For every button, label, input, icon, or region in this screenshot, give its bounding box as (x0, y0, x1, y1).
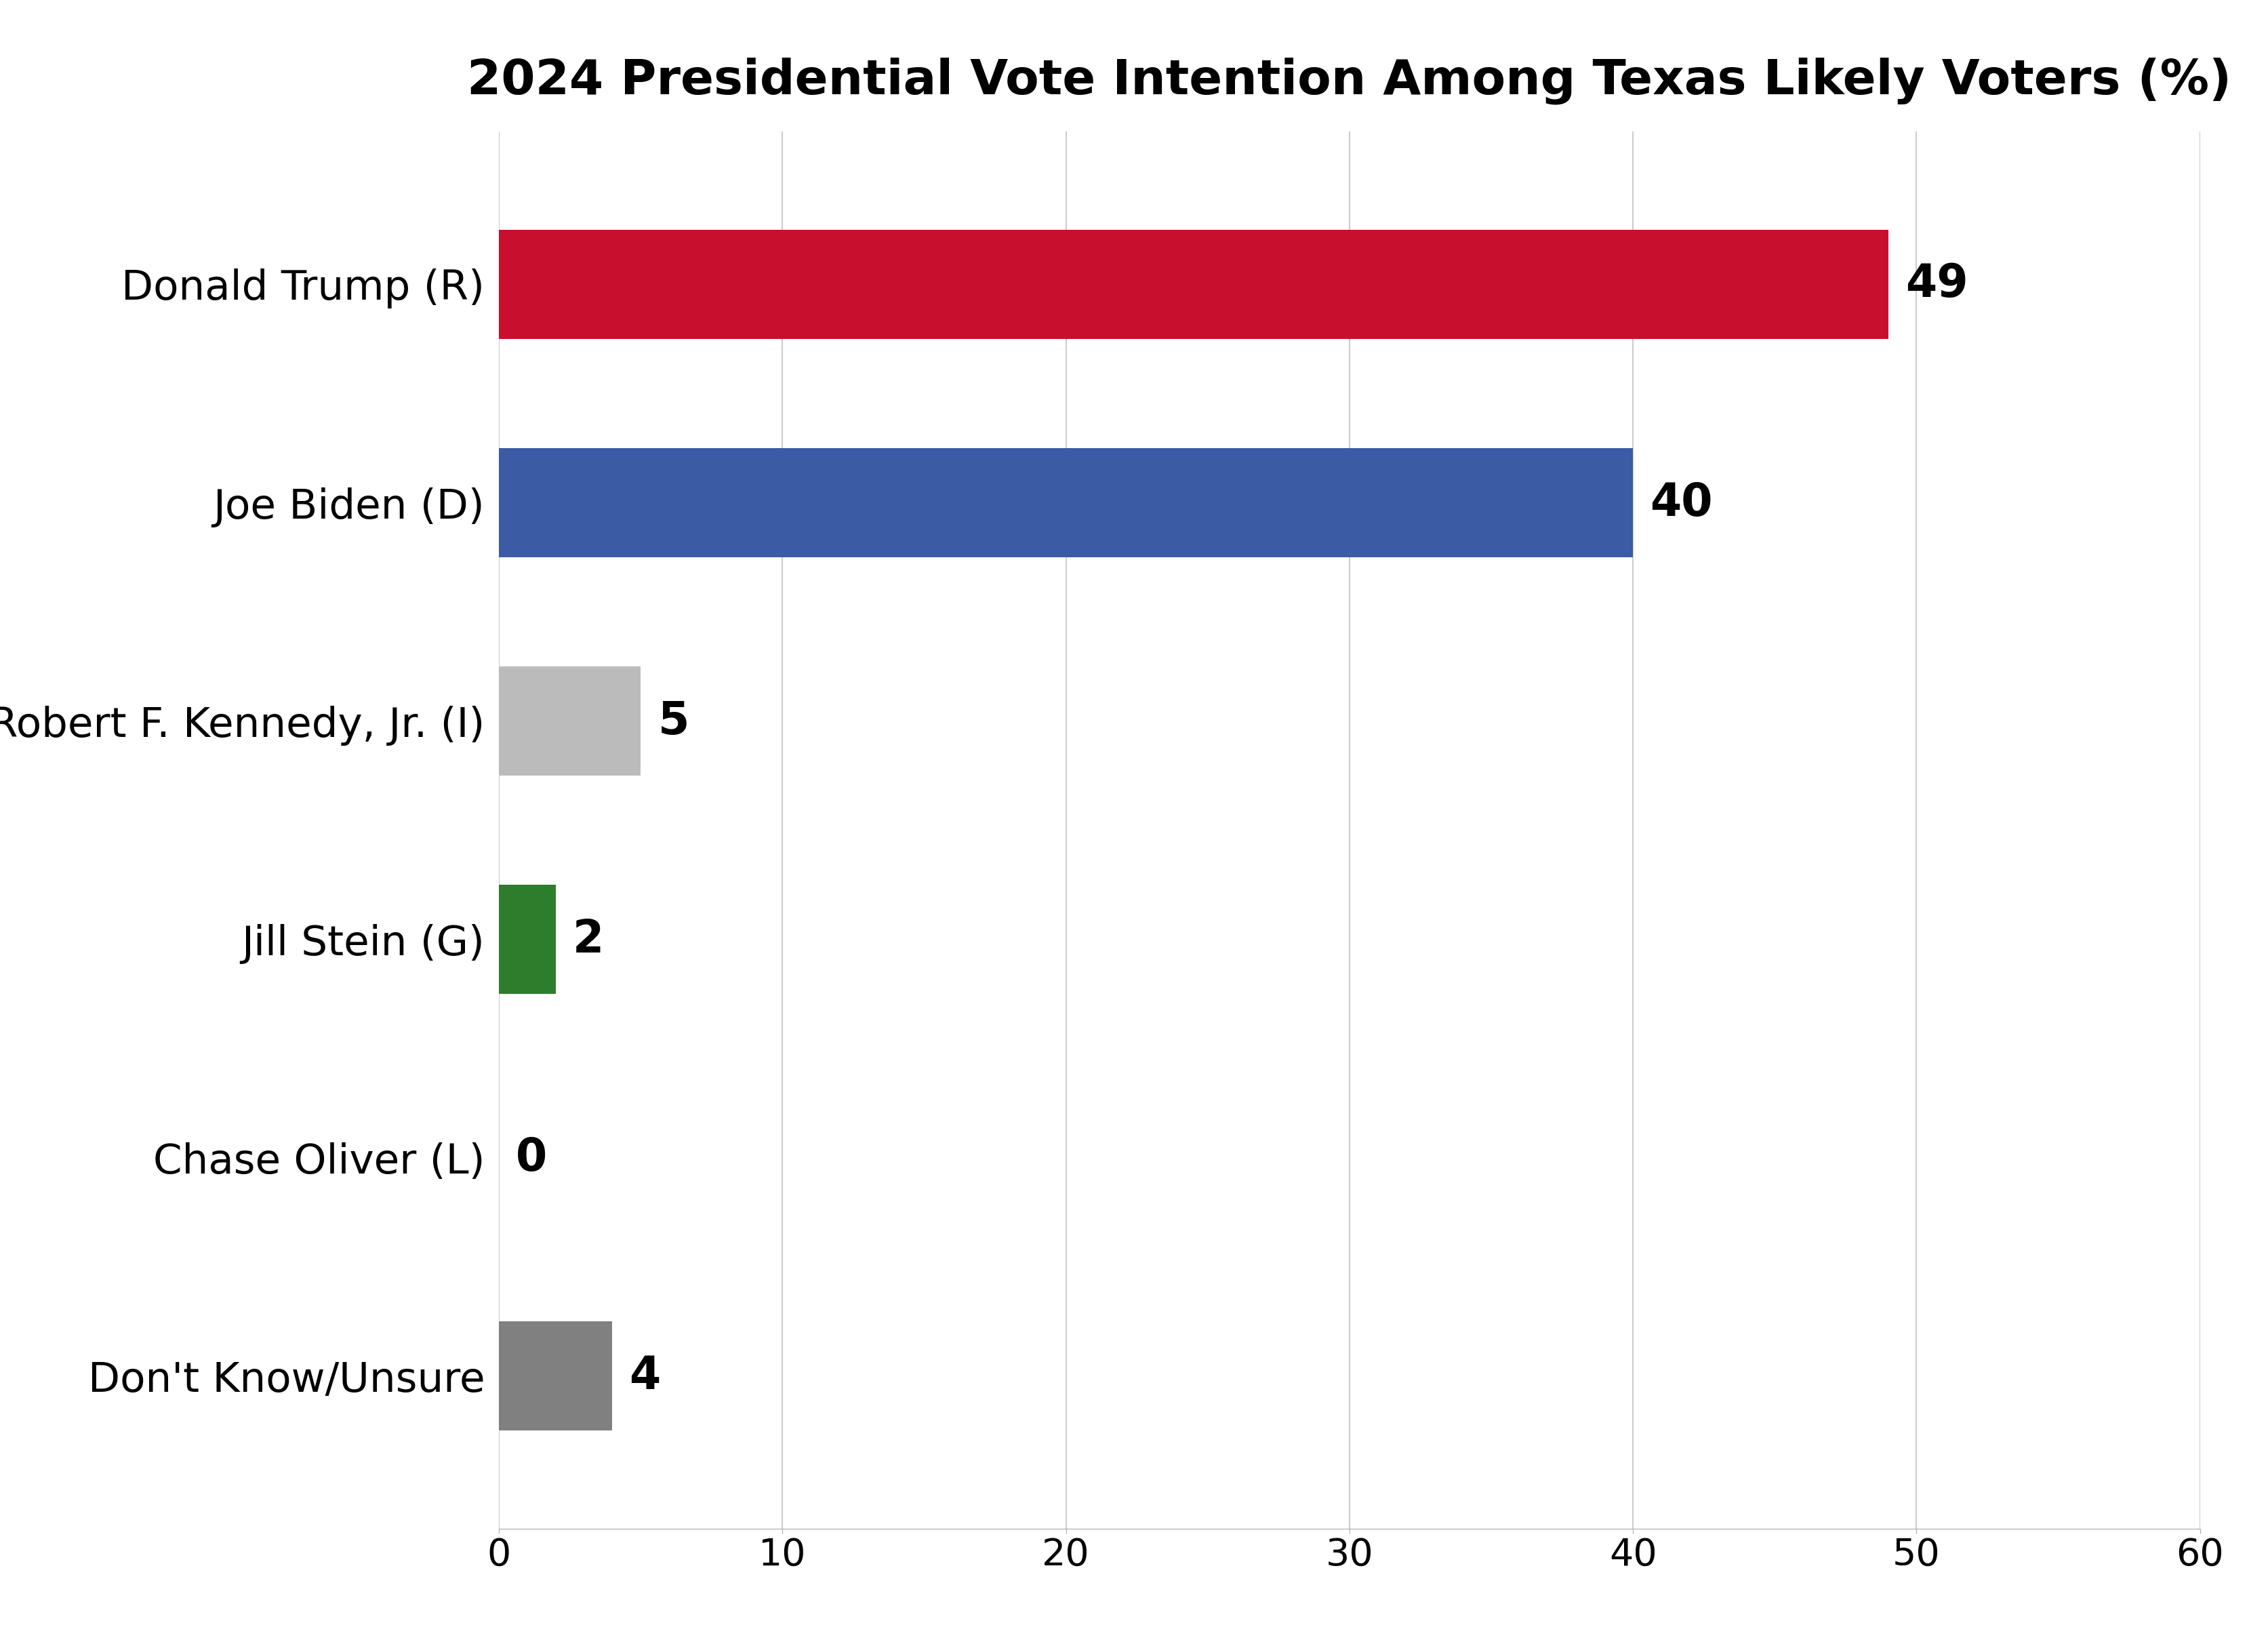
Bar (499, 230, 1887, 339)
Title: 2024 Presidential Vote Intention Among Texas Likely Voters (%): 2024 Presidential Vote Intention Among T… (467, 58, 2232, 104)
Bar (499, 884, 556, 995)
Text: 2: 2 (572, 917, 603, 962)
Text: 0: 0 (515, 1136, 547, 1180)
Bar (499, 666, 640, 776)
Text: 4: 4 (628, 1353, 660, 1399)
Text: 40: 40 (1651, 480, 1712, 524)
Bar (499, 1322, 612, 1430)
Bar (499, 449, 1633, 557)
Text: 5: 5 (658, 699, 689, 743)
Text: 49: 49 (1905, 261, 1969, 307)
